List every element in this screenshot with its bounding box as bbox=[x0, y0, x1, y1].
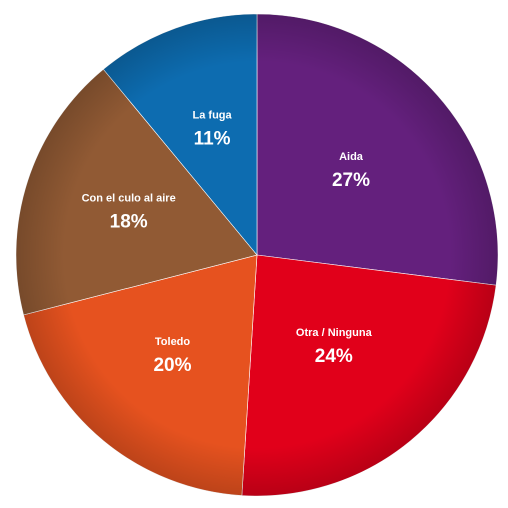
slice-value-la-fuga: 11% bbox=[194, 128, 231, 149]
slice-value-con-el-culo-al-aire: 18% bbox=[110, 211, 148, 232]
slice-label-toledo: Toledo bbox=[155, 336, 191, 348]
slice-label-aida: Aida bbox=[339, 151, 364, 163]
slice-value-toledo: 20% bbox=[153, 355, 191, 376]
edge-shading bbox=[16, 14, 498, 496]
slice-value-otra-ninguna: 24% bbox=[315, 346, 353, 367]
slice-label-la-fuga: La fuga bbox=[193, 109, 233, 121]
slice-label-con-el-culo-al-aire: Con el culo al aire bbox=[82, 192, 176, 204]
slice-label-otra-ninguna: Otra / Ninguna bbox=[296, 327, 373, 339]
labels-layer: Aida 27% Otra / Ninguna 24% Toledo 20% Con el … bbox=[82, 109, 373, 376]
slice-value-aida: 27% bbox=[332, 170, 370, 191]
